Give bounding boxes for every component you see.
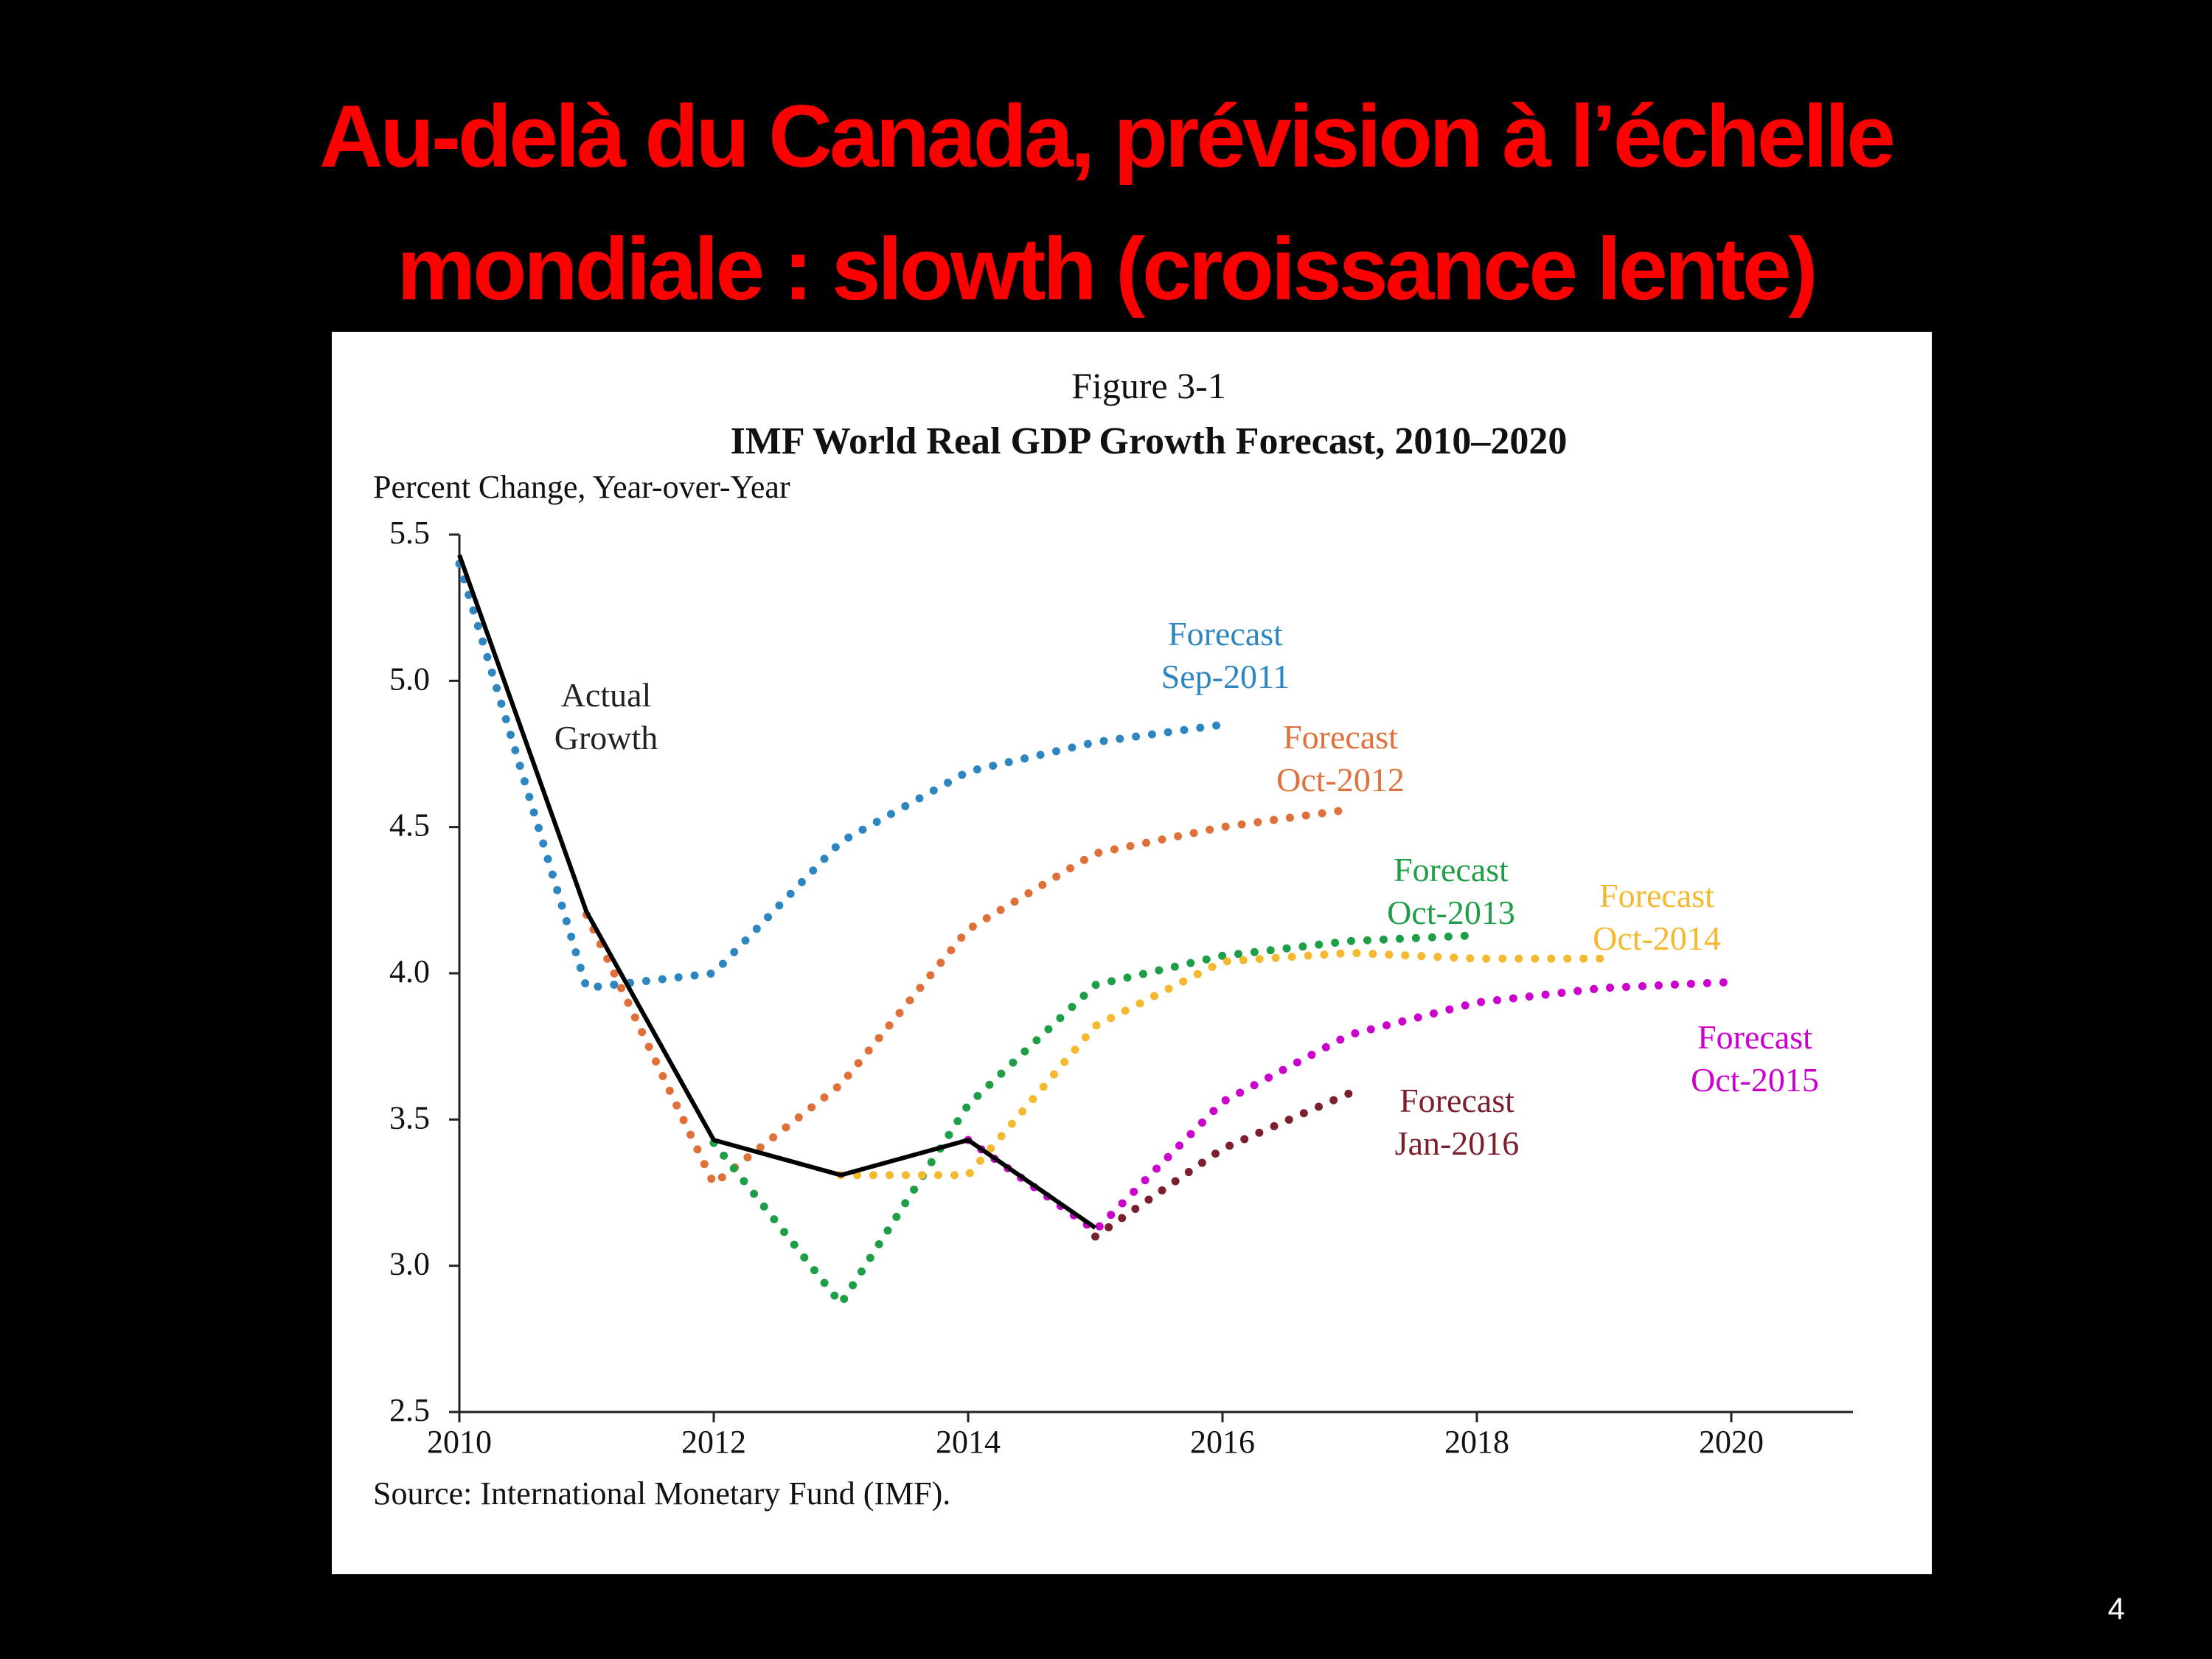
- series-label-line: Forecast: [1283, 718, 1398, 756]
- x-tick-label: 2014: [936, 1424, 1001, 1460]
- y-tick-label: 2.5: [389, 1392, 430, 1428]
- series-line-forecast-jan-2016: [1091, 1089, 1354, 1241]
- series-label-line: Growth: [554, 719, 658, 757]
- series-label-forecast-oct-2014: Forecast Oct-2014: [1593, 877, 1721, 957]
- source-note: Source: International Monetary Fund (IMF…: [373, 1475, 950, 1512]
- series-label-actual-growth: Actual Growth: [554, 676, 658, 757]
- series-label-line: Forecast: [1697, 1018, 1812, 1056]
- y-axis-label: Percent Change, Year-over-Year: [373, 469, 790, 505]
- series-label-forecast-oct-2013: Forecast Oct-2013: [1387, 851, 1515, 931]
- series-line-forecast-oct-2014: [837, 948, 1608, 1180]
- series-label-line: Oct-2012: [1276, 761, 1405, 799]
- series-label-line: Oct-2015: [1691, 1061, 1819, 1099]
- series-label-line: Forecast: [1399, 1082, 1514, 1119]
- figure-panel: Figure 3-1 IMF World Real GDP Growth For…: [332, 332, 1932, 1574]
- series-line-forecast-oct-2015: [964, 978, 1736, 1235]
- figure-label: Figure 3-1: [1071, 365, 1226, 406]
- y-tick-label: 5.0: [389, 661, 430, 697]
- series-label-line: Oct-2014: [1593, 919, 1721, 957]
- slide-title: Au-delà du Canada, prévision à l’échelle…: [0, 70, 2212, 335]
- page-number: 4: [2107, 1591, 2125, 1626]
- series-label-forecast-oct-2012: Forecast Oct-2012: [1276, 718, 1405, 799]
- chart-title: IMF World Real GDP Growth Forecast, 2010…: [731, 420, 1568, 462]
- series-label-forecast-oct-2015: Forecast Oct-2015: [1691, 1018, 1819, 1099]
- series-label-line: Forecast: [1599, 877, 1714, 914]
- series-label-line: Jan-2016: [1395, 1124, 1520, 1162]
- slide-title-line2: mondiale : slowth (croissance lente): [397, 220, 1818, 319]
- series-label-forecast-sep-2011: Forecast Sep-2011: [1161, 615, 1290, 695]
- series-label-line: Oct-2013: [1387, 894, 1515, 931]
- y-tick-label: 3.0: [389, 1246, 430, 1282]
- y-tick-label: 4.0: [389, 953, 430, 990]
- series-label-line: Forecast: [1394, 851, 1509, 888]
- series-line-forecast-oct-2013: [709, 931, 1481, 1308]
- y-tick-label: 4.5: [389, 807, 430, 844]
- x-tick-label: 2012: [681, 1424, 746, 1460]
- gdp-forecast-chart: Figure 3-1 IMF World Real GDP Growth For…: [373, 365, 1853, 1512]
- slide-title-line1: Au-delà du Canada, prévision à l’échelle: [319, 87, 1896, 186]
- series-line-actual-growth: [457, 554, 1097, 1230]
- series-label-line: Sep-2011: [1161, 658, 1290, 695]
- x-tick-label: 2016: [1190, 1424, 1255, 1460]
- y-tick-label: 3.5: [389, 1099, 430, 1135]
- series-label-forecast-jan-2016: Forecast Jan-2016: [1395, 1082, 1520, 1162]
- y-tick-label: 5.5: [389, 515, 430, 551]
- series-line-forecast-oct-2012: [582, 805, 1354, 1189]
- series-layer: [455, 554, 1736, 1308]
- x-tick-label: 2020: [1699, 1424, 1764, 1460]
- x-tick-label: 2018: [1444, 1424, 1509, 1460]
- series-label-line: Actual: [561, 676, 652, 714]
- series-line-forecast-sep-2011: [455, 560, 1227, 992]
- series-label-line: Forecast: [1168, 615, 1283, 653]
- x-tick-label: 2010: [427, 1424, 492, 1460]
